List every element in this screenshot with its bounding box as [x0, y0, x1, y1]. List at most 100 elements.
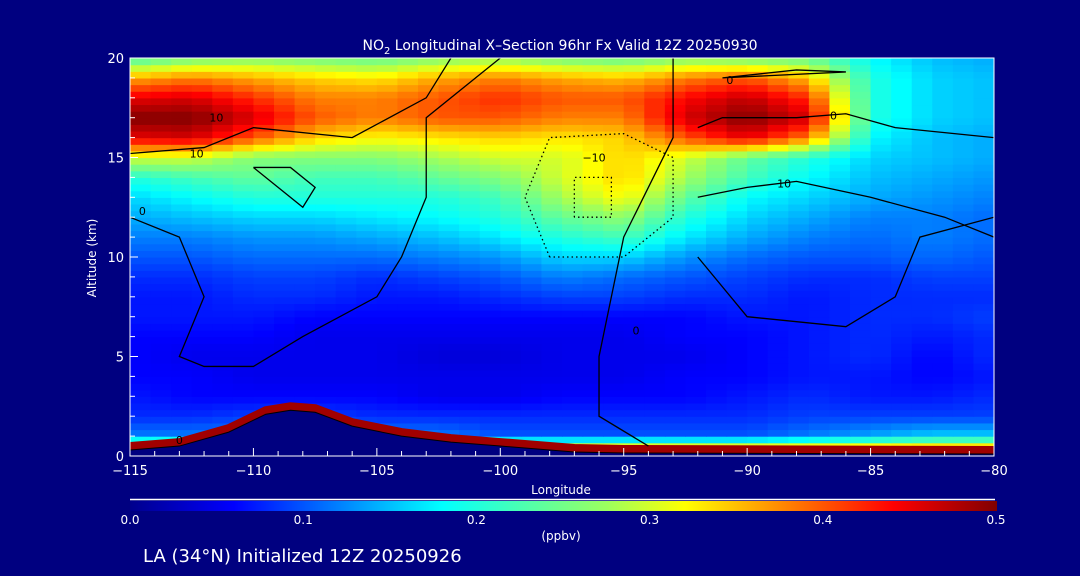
heat-cell: [274, 111, 296, 119]
heat-cell: [788, 422, 810, 431]
heat-cell: [171, 329, 193, 338]
heat-cell: [603, 296, 625, 305]
heat-cell: [541, 210, 563, 218]
heat-cell: [130, 97, 152, 106]
heat-cell: [376, 376, 399, 384]
heat-cell: [644, 303, 666, 311]
heat-cell: [829, 177, 851, 185]
heat-cell: [664, 363, 687, 371]
heat-cell: [191, 203, 213, 212]
heat-cell: [932, 137, 954, 145]
heat-cell: [726, 190, 748, 198]
heat-cell: [973, 243, 994, 251]
heat-cell: [808, 270, 831, 278]
heat-cell: [767, 369, 789, 377]
heat-cell: [191, 210, 213, 218]
heat-cell: [562, 383, 584, 391]
heat-cell: [664, 150, 687, 159]
heat-cell: [870, 111, 892, 119]
heat-cell: [479, 203, 501, 212]
heat-cell: [850, 230, 872, 238]
heat-cell: [274, 349, 296, 358]
heat-cell: [911, 343, 933, 351]
heat-cell: [479, 104, 501, 112]
heat-cell: [294, 150, 316, 159]
contour-label: −10: [582, 152, 605, 165]
heat-cell: [644, 363, 666, 371]
heat-cell: [541, 329, 563, 338]
heat-cell: [891, 429, 913, 437]
heat-cell: [952, 184, 975, 192]
heat-cell: [438, 124, 460, 132]
heat-cell: [315, 58, 337, 66]
heat-cell: [726, 276, 748, 285]
heat-cell: [294, 91, 316, 99]
heat-cell: [582, 283, 604, 291]
heat-cell: [685, 104, 707, 112]
heat-cell: [747, 416, 769, 424]
heat-cell: [562, 396, 584, 404]
heat-cell: [767, 230, 789, 238]
heat-cell: [212, 197, 234, 205]
heat-cell: [829, 58, 851, 66]
heat-cell: [315, 336, 337, 344]
heat-cell: [459, 230, 481, 238]
heat-cell: [829, 276, 851, 285]
heat-cell: [788, 369, 810, 377]
heat-cell: [582, 111, 604, 119]
heat-cell: [418, 369, 440, 377]
colorbar: [130, 501, 997, 511]
heat-cell: [130, 257, 152, 265]
heat-cell: [850, 429, 872, 437]
heat-cell: [747, 429, 769, 437]
heat-cell: [150, 270, 172, 278]
heat-cell: [603, 369, 625, 377]
heat-cell: [664, 223, 687, 232]
heat-cell: [706, 84, 728, 92]
heat-cell: [232, 130, 255, 139]
heat-cell: [500, 429, 522, 437]
heat-cell: [520, 243, 543, 251]
heat-cell: [603, 356, 625, 364]
heat-cell: [952, 157, 975, 165]
heat-cell: [335, 150, 357, 159]
heat-cell: [376, 210, 399, 218]
heat-cell: [397, 184, 419, 192]
heat-cell: [685, 303, 707, 311]
heat-cell: [850, 58, 872, 66]
heat-cell: [664, 263, 687, 271]
heat-cell: [459, 190, 481, 198]
heat-cell: [582, 150, 604, 159]
heat-cell: [767, 137, 789, 145]
heat-cell: [232, 303, 255, 311]
heat-cell: [788, 190, 810, 198]
heat-cell: [829, 409, 851, 417]
heat-cell: [562, 376, 584, 384]
heat-cell: [603, 197, 625, 205]
heat-cell: [664, 329, 687, 338]
heat-cell: [130, 117, 152, 125]
heat-cell: [397, 71, 419, 79]
heat-cell: [706, 97, 728, 106]
heat-cell: [171, 157, 193, 165]
heat-cell: [644, 230, 666, 238]
heat-cell: [376, 71, 399, 79]
contour-label: 10: [190, 148, 204, 161]
heat-cell: [829, 250, 851, 258]
heat-cell: [171, 336, 193, 344]
heat-cell: [891, 150, 913, 159]
heat-cell: [376, 164, 399, 172]
heat-cell: [232, 316, 255, 324]
heat-cell: [911, 316, 933, 324]
heat-cell: [685, 336, 707, 344]
heat-cell: [685, 329, 707, 338]
heat-cell: [767, 343, 789, 351]
heat-cell: [130, 389, 152, 397]
heat-cell: [397, 217, 419, 225]
heat-cell: [130, 137, 152, 145]
heat-cell: [253, 257, 275, 265]
heat-cell: [664, 111, 687, 119]
heat-cell: [829, 336, 851, 344]
heat-cell: [520, 111, 543, 119]
heat-cell: [788, 283, 810, 291]
